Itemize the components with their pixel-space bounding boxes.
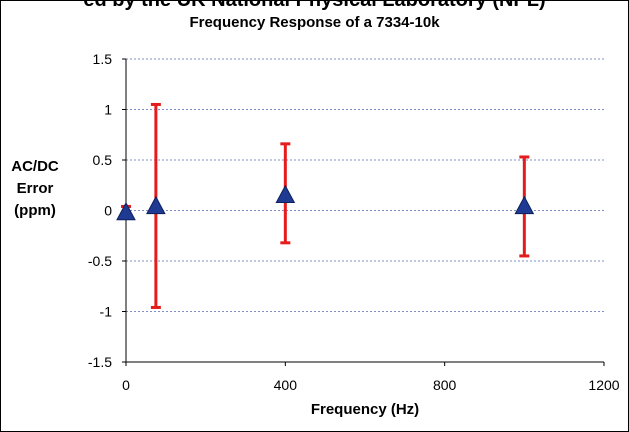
x-axis-label: Frequency (Hz) — [310, 401, 420, 418]
data-point-3 — [514, 195, 535, 215]
y-tick-label-1: 1 — [104, 102, 112, 118]
y-tick-label-2: 0.5 — [93, 152, 113, 168]
y-axis-label-line-2: Error — [16, 180, 54, 197]
x-tick-label-3: 1200 — [588, 377, 619, 393]
tick-labels: 1.5 1 0.5 0 -0.5 -1 -1.5 0 400 800 1200 — [88, 51, 620, 393]
x-tick-label-2: 800 — [433, 377, 457, 393]
x-tick-label-1: 400 — [274, 377, 298, 393]
data-point-2 — [275, 184, 296, 204]
gridlines — [126, 58, 604, 312]
y-tick-label-6: -1.5 — [88, 354, 112, 370]
x-tick-label-0: 0 — [122, 377, 130, 393]
chart-subtitle: Frequency Response of a 7334-10k — [189, 14, 440, 31]
y-tick-label-5: -1 — [100, 304, 113, 320]
y-axis-label-line-1: AC/DC — [11, 158, 59, 175]
data-point-1 — [146, 195, 166, 215]
chart-title: ed by the UK National Physical Laborator… — [83, 0, 546, 11]
y-axis-label-line-3: (ppm) — [14, 202, 56, 219]
data-marks — [116, 102, 535, 309]
y-axis-label: AC/DC Error (ppm) — [2, 156, 68, 222]
y-tick-label-0: 1.5 — [93, 51, 113, 67]
y-tick-label-3: 0 — [104, 203, 112, 219]
data-point-0 — [116, 201, 136, 221]
y-tick-label-4: -0.5 — [88, 253, 112, 269]
